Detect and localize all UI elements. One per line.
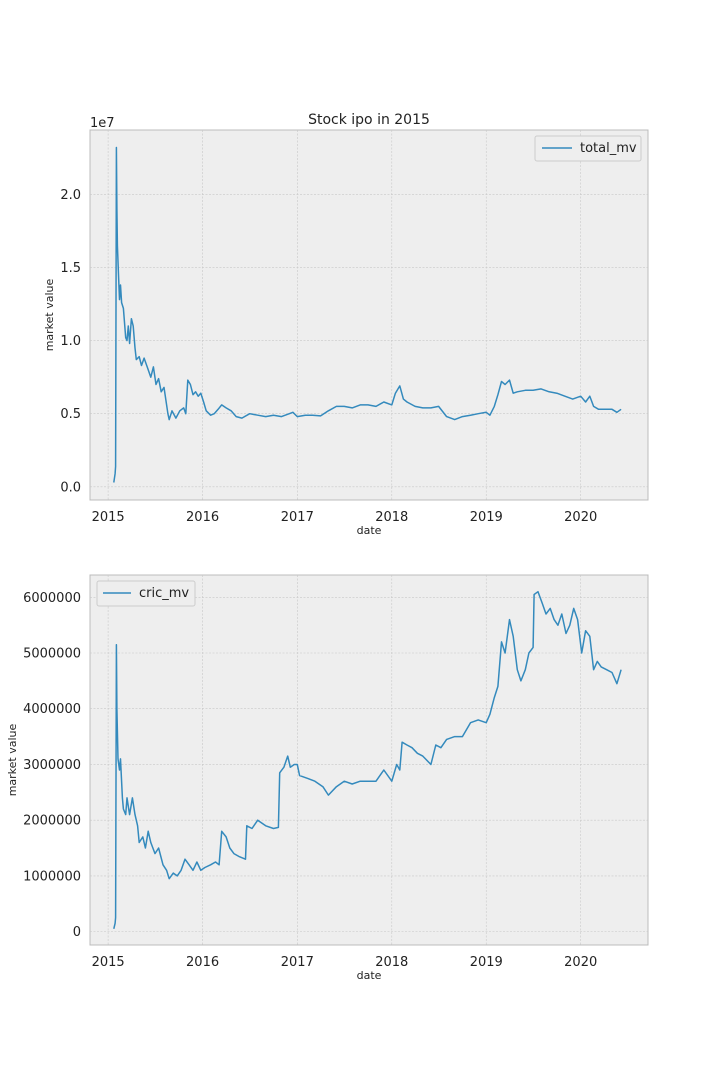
- y-offset-label: 1e7: [90, 116, 115, 131]
- cric-mv-line: [113, 590, 622, 929]
- x-tick-label: 2016: [186, 510, 219, 525]
- y-tick-label: 1.5: [60, 261, 81, 276]
- y-axis-label-bottom: market value: [6, 723, 19, 796]
- x-tick-label: 2018: [375, 510, 408, 525]
- y-tick-label: 0.5: [60, 407, 81, 422]
- plot-area-top: [89, 129, 649, 501]
- legend-label-cric-mv: cric_mv: [139, 586, 189, 601]
- legend-bottom: cric_mv: [96, 580, 196, 607]
- y-tick-label: 4000000: [23, 702, 81, 717]
- x-tick-label: 2016: [186, 955, 219, 970]
- x-tick-label: 2019: [470, 955, 503, 970]
- legend-label-total-mv: total_mv: [580, 141, 637, 156]
- y-axis-label-top: market value: [43, 278, 56, 351]
- legend-box-top: [534, 135, 642, 162]
- x-tick-label: 2017: [281, 955, 314, 970]
- y-ticks-top: 0.0 0.5 1.0 1.5 2.0: [60, 188, 81, 495]
- chart-total-mv: 0.0 0.5 1.0 1.5 2.0 2015 2016 2017 2018 2019 2020…: [43, 112, 649, 537]
- x-tick-label: 2017: [281, 510, 314, 525]
- y-tick-label: 6000000: [23, 591, 81, 606]
- y-tick-label: 1.0: [60, 334, 81, 349]
- x-ticks-top: 2015 2016 2017 2018 2019 2020: [92, 510, 598, 525]
- grid-top: [90, 130, 648, 500]
- x-tick-label: 2020: [564, 955, 597, 970]
- x-tick-label: 2018: [375, 955, 408, 970]
- legend-top: total_mv: [534, 135, 642, 162]
- y-tick-label: 2.0: [60, 188, 81, 203]
- y-tick-label: 5000000: [23, 647, 81, 662]
- x-ticks-bottom: 2015 2016 2017 2018 2019 2020: [92, 955, 598, 970]
- x-axis-label-bottom: date: [357, 969, 382, 982]
- plot-area-bottom: [89, 574, 649, 946]
- x-tick-label: 2015: [92, 510, 125, 525]
- legend-box-bottom: [96, 580, 196, 607]
- x-tick-label: 2020: [564, 510, 597, 525]
- y-tick-label: 0.0: [60, 480, 81, 495]
- y-tick-label: 3000000: [23, 758, 81, 773]
- total-mv-line: [113, 146, 622, 483]
- x-tick-label: 2015: [92, 955, 125, 970]
- y-tick-label: 2000000: [23, 814, 81, 829]
- y-tick-label: 0: [73, 925, 81, 940]
- y-ticks-bottom: 0 1000000 2000000 3000000 4000000 5000000 6000…: [23, 591, 81, 940]
- x-axis-label-top: date: [357, 524, 382, 537]
- y-tick-label: 1000000: [23, 869, 81, 884]
- chart-title: Stock ipo in 2015: [308, 112, 430, 128]
- x-tick-label: 2019: [470, 510, 503, 525]
- chart-cric-mv: 0 1000000 2000000 3000000 4000000 5000000 6000…: [6, 574, 649, 982]
